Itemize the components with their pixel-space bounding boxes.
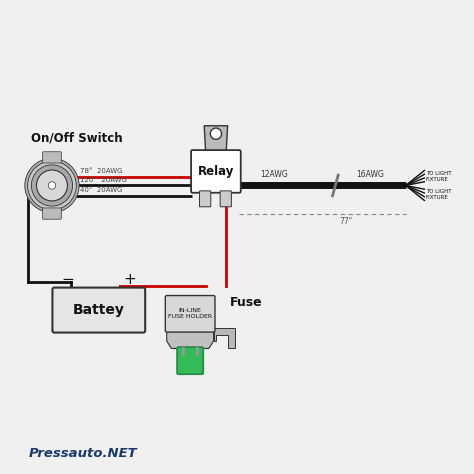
Text: +: + bbox=[124, 272, 137, 287]
Circle shape bbox=[25, 158, 79, 213]
FancyBboxPatch shape bbox=[53, 288, 145, 333]
Circle shape bbox=[48, 182, 56, 189]
Text: Relay: Relay bbox=[198, 165, 234, 178]
FancyBboxPatch shape bbox=[220, 191, 231, 207]
Polygon shape bbox=[214, 328, 235, 348]
Text: Fuse: Fuse bbox=[230, 296, 263, 309]
Polygon shape bbox=[204, 126, 228, 152]
Text: TO LIGHT
FIXTURE: TO LIGHT FIXTURE bbox=[426, 171, 451, 182]
Text: 120°  20AWG: 120° 20AWG bbox=[80, 177, 127, 182]
FancyBboxPatch shape bbox=[43, 208, 61, 219]
Circle shape bbox=[31, 165, 73, 206]
FancyBboxPatch shape bbox=[177, 347, 203, 374]
Text: 77": 77" bbox=[339, 217, 353, 226]
Text: 16AWG: 16AWG bbox=[356, 170, 384, 179]
Text: IN-LINE
FUSE HOLDER: IN-LINE FUSE HOLDER bbox=[168, 309, 212, 319]
Circle shape bbox=[36, 170, 67, 201]
Text: −: − bbox=[61, 272, 74, 287]
Text: On/Off Switch: On/Off Switch bbox=[31, 131, 122, 144]
FancyBboxPatch shape bbox=[165, 296, 215, 332]
FancyBboxPatch shape bbox=[191, 150, 241, 193]
FancyBboxPatch shape bbox=[200, 191, 211, 207]
Text: 12AWG: 12AWG bbox=[261, 170, 288, 179]
Polygon shape bbox=[167, 331, 214, 348]
Circle shape bbox=[210, 128, 221, 139]
Circle shape bbox=[27, 161, 76, 210]
Text: Battey: Battey bbox=[73, 303, 125, 317]
Text: 40°  20AWG: 40° 20AWG bbox=[80, 187, 122, 193]
FancyBboxPatch shape bbox=[43, 152, 61, 163]
Text: TO LIGHT
FIXTURE: TO LIGHT FIXTURE bbox=[426, 190, 451, 200]
Text: 78°  20AWG: 78° 20AWG bbox=[80, 168, 123, 174]
Text: Pressauto.NET: Pressauto.NET bbox=[28, 447, 137, 460]
